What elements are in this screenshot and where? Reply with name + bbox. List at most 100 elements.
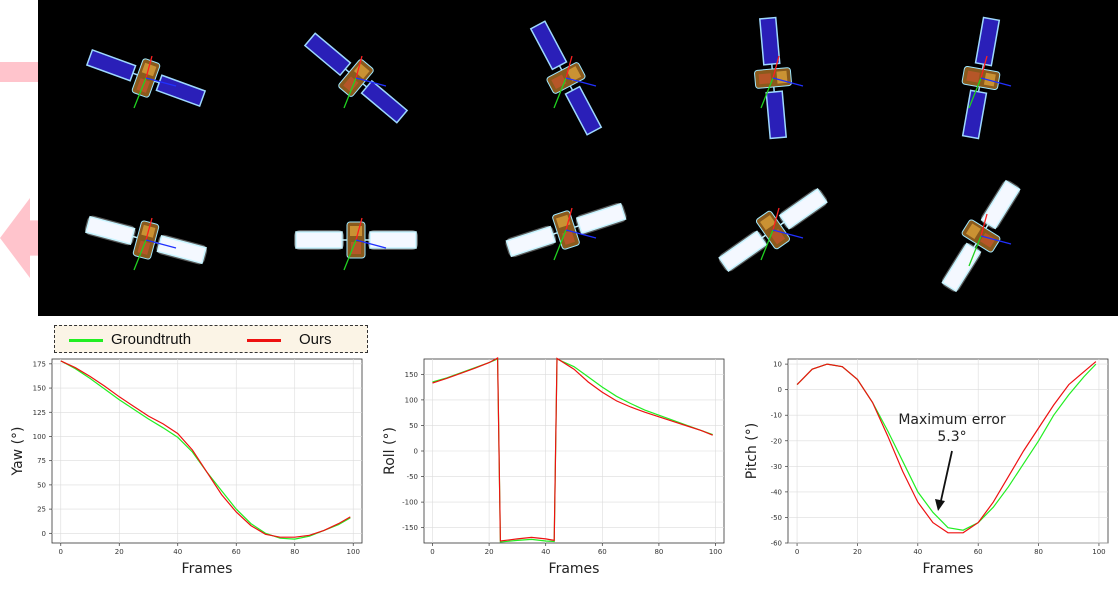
solar-panel	[505, 225, 557, 258]
satellite-render	[303, 32, 409, 124]
solar-panel	[718, 230, 768, 273]
axis-x	[565, 207, 573, 231]
axis-y	[760, 77, 774, 109]
x-tick-label: 80	[1034, 548, 1043, 556]
x-tick-label: 20	[853, 548, 862, 556]
satellite-render	[294, 217, 418, 271]
satellite-render	[84, 215, 208, 271]
legend-ours-label: Ours	[299, 331, 332, 348]
solar-panel	[564, 85, 603, 136]
axis-x	[565, 55, 573, 79]
x-tick-label: 60	[598, 548, 607, 556]
axis-z	[565, 229, 597, 239]
axis-y	[343, 77, 357, 109]
legend-groundtruth-swatch	[69, 339, 103, 342]
series-line-ours	[60, 360, 351, 538]
axis-y	[553, 77, 567, 109]
y-tick-label: -100	[402, 499, 418, 507]
y-tick-label: 25	[37, 506, 46, 514]
solar-panel	[360, 79, 409, 124]
pitch-chart: 0 20 40 60 80 100 -60 -50 -40 -30 -20 -10 0 10 Frames P…	[740, 355, 1118, 585]
satellite-render-panel	[38, 0, 1118, 316]
x-tick-label: 0	[59, 548, 63, 556]
y-tick-label: -60	[771, 540, 782, 548]
y-tick-label: -50	[771, 514, 782, 522]
axis-x	[145, 217, 153, 241]
y-tick-label: 75	[37, 457, 46, 465]
axis-y	[553, 229, 567, 261]
axis-z	[145, 239, 177, 249]
y-tick-label: 125	[33, 409, 46, 417]
axis-y	[133, 77, 147, 109]
axis-z	[772, 77, 804, 87]
x-tick-label: 100	[347, 548, 360, 556]
solar-panel	[529, 20, 568, 71]
annotation-arrow	[939, 450, 953, 506]
axis-z	[565, 77, 597, 87]
axis-x	[355, 217, 363, 241]
solar-panel	[85, 48, 137, 82]
legend: Groundtruth Ours	[54, 325, 368, 353]
solar-panel	[765, 90, 788, 140]
series-line-ours	[432, 357, 713, 542]
x-tick-label: 40	[541, 548, 550, 556]
y-tick-label: 10	[773, 361, 782, 369]
y-axis-title: Pitch (°)	[744, 423, 760, 479]
x-tick-label: 100	[709, 548, 722, 556]
y-axis-title: Roll (°)	[382, 427, 398, 475]
x-tick-label: 80	[290, 548, 299, 556]
x-tick-label: 0	[795, 548, 799, 556]
y-tick-label: -150	[402, 524, 418, 532]
axis-z	[145, 77, 177, 87]
y-tick-label: 50	[409, 422, 418, 430]
solar-panel	[303, 32, 352, 77]
y-tick-label: 100	[33, 433, 46, 441]
x-axis-title: Frames	[549, 561, 600, 577]
axis-x	[772, 207, 780, 231]
axis-y	[343, 239, 357, 271]
axis-x	[772, 55, 780, 79]
series-line-ours	[796, 361, 1097, 534]
yaw-chart: 0 20 40 60 80 100 0 25 50 75 100 125 150 175 Frames Yaw…	[0, 355, 372, 585]
y-tick-label: 100	[405, 396, 418, 404]
axis-x	[145, 55, 153, 79]
solar-panel	[85, 215, 136, 246]
legend-groundtruth-label: Groundtruth	[111, 331, 192, 348]
annotation-line1: Maximum error	[898, 412, 1006, 428]
x-tick-label: 20	[485, 548, 494, 556]
y-tick-label: 0	[42, 530, 46, 538]
x-tick-label: 0	[430, 548, 434, 556]
satellite-render	[754, 16, 804, 140]
solar-panel	[974, 16, 1001, 67]
y-tick-label: -10	[771, 412, 782, 420]
solar-panel	[961, 89, 988, 140]
x-axis-title: Frames	[923, 561, 974, 577]
annotation-arrowhead	[935, 499, 945, 511]
axis-z	[355, 77, 387, 87]
axis-x	[980, 55, 988, 79]
y-tick-label: -30	[771, 463, 782, 471]
satellite-render	[941, 179, 1021, 293]
y-tick-label: -40	[771, 488, 782, 496]
satellite-render	[529, 20, 603, 136]
plot-area	[787, 358, 1109, 544]
axis-x	[980, 213, 988, 237]
y-tick-label: 0	[414, 448, 418, 456]
solar-panel	[295, 231, 343, 249]
y-tick-label: 0	[778, 386, 782, 394]
axis-y	[760, 229, 774, 261]
x-tick-label: 40	[913, 548, 922, 556]
solar-panel	[980, 179, 1021, 230]
y-tick-label: 150	[405, 371, 418, 379]
solar-panel	[778, 187, 828, 230]
axis-z	[980, 77, 1012, 87]
axis-z	[355, 239, 387, 249]
solar-panel	[941, 242, 982, 293]
x-tick-label: 80	[654, 548, 663, 556]
x-axis-title: Frames	[182, 561, 233, 577]
y-tick-label: -20	[771, 437, 782, 445]
y-tick-label: 50	[37, 481, 46, 489]
x-tick-label: 60	[232, 548, 241, 556]
y-tick-label: -50	[407, 473, 418, 481]
annotation-line2: 5.3°	[937, 429, 966, 445]
